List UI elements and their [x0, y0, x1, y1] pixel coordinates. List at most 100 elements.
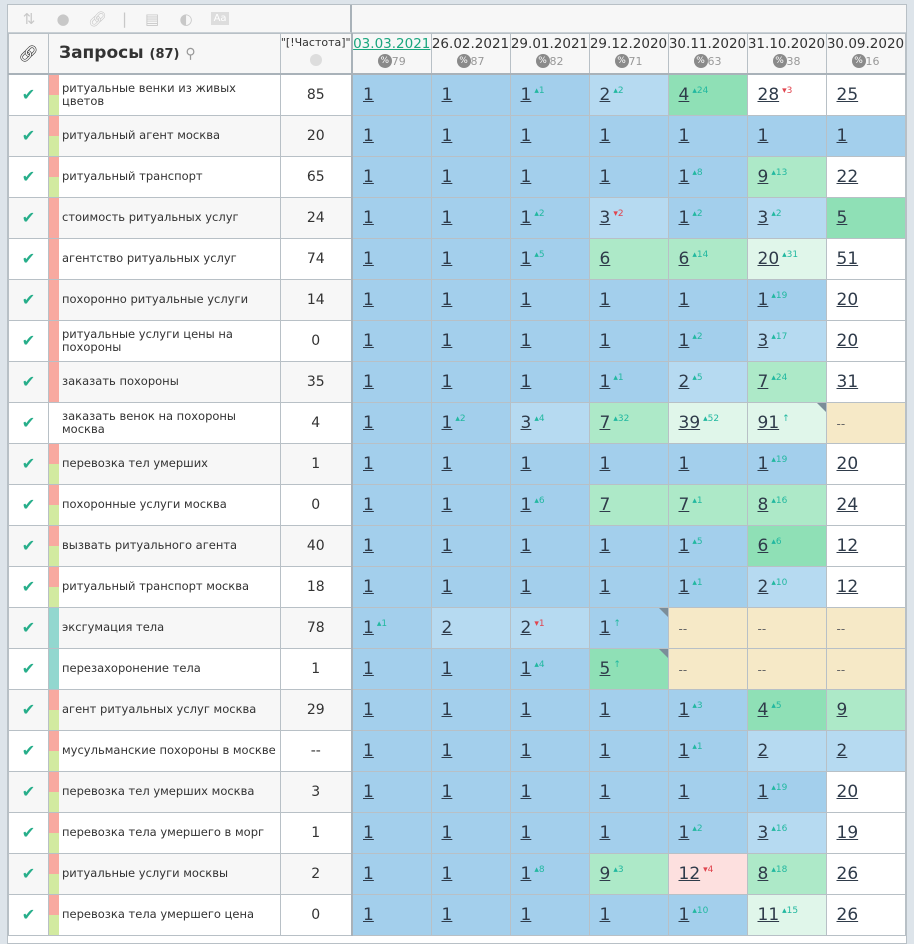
position-cell[interactable]: 1 ▴8 [509, 852, 590, 895]
position-value[interactable]: 1 [599, 781, 611, 802]
position-cell[interactable]: 1 [588, 893, 669, 936]
position-value[interactable]: 20 [836, 781, 859, 802]
position-cell[interactable]: 7 ▴1 [667, 483, 748, 526]
contrast-icon[interactable]: ◐ [179, 9, 193, 28]
position-cell[interactable]: -- [825, 401, 906, 444]
position-cell[interactable]: 1 [351, 688, 432, 731]
position-value[interactable]: 1 [520, 699, 532, 720]
position-value[interactable]: 1 [363, 658, 374, 679]
position-value[interactable]: 1 [363, 207, 374, 228]
position-value[interactable]: 1 [363, 453, 374, 474]
position-value[interactable]: 1 [520, 207, 532, 228]
row-checkbox[interactable]: ✔ [8, 606, 49, 649]
frequency-header[interactable]: "[!Частота]" [279, 33, 353, 75]
position-cell[interactable]: 1 ▴3 [667, 688, 748, 731]
queries-header[interactable]: Запросы (87) ⚲ [48, 33, 281, 75]
position-value[interactable]: 1 [441, 822, 453, 843]
position-value[interactable]: 1 [599, 576, 611, 597]
position-value[interactable]: 2 [836, 740, 848, 761]
position-value[interactable]: 1 [441, 904, 453, 925]
position-cell[interactable]: 1 [509, 114, 590, 157]
position-cell[interactable]: 1 [430, 852, 511, 895]
search-icon[interactable]: ⚲ [185, 46, 196, 63]
position-value[interactable]: 1 [520, 576, 532, 597]
date-column-header[interactable]: 30.09.2020% 16 [825, 33, 906, 75]
position-value[interactable]: 1 [520, 84, 532, 105]
position-value[interactable]: 1 [678, 904, 690, 925]
position-value[interactable]: 1 [599, 371, 611, 392]
position-value[interactable]: 1 [520, 248, 532, 269]
position-value[interactable]: 12 [836, 576, 859, 597]
date-label[interactable]: 29.01.2021 [510, 36, 589, 53]
position-value[interactable]: 1 [599, 535, 611, 556]
row-checkbox[interactable]: ✔ [8, 401, 49, 444]
position-value[interactable]: 1 [599, 699, 611, 720]
position-value[interactable]: 1 [599, 330, 611, 351]
position-cell[interactable]: 1 [509, 442, 590, 485]
position-value[interactable]: 4 [678, 84, 690, 105]
position-cell[interactable]: 1 [430, 237, 511, 280]
query-text[interactable]: перевозка тела умершего цена [59, 893, 281, 936]
position-value[interactable]: 1 [520, 781, 532, 802]
position-value[interactable]: 26 [836, 904, 859, 925]
position-value[interactable]: 1 [441, 658, 453, 679]
row-checkbox[interactable]: ✔ [8, 73, 49, 116]
position-cell[interactable]: 8 ▴18 [746, 852, 827, 895]
position-cell[interactable]: 1 [430, 647, 511, 690]
position-cell[interactable]: 1 [588, 442, 669, 485]
position-value[interactable]: 7 [678, 494, 690, 515]
position-value[interactable]: 1 [678, 740, 690, 761]
position-value[interactable]: 6 [678, 248, 690, 269]
position-cell[interactable]: 1 [351, 729, 432, 772]
position-cell[interactable]: 20 [825, 442, 906, 485]
position-cell[interactable]: 1 [430, 73, 511, 116]
position-value[interactable]: 1 [520, 904, 532, 925]
position-cell[interactable]: 1 [509, 729, 590, 772]
position-cell[interactable]: 4 ▴24 [667, 73, 748, 116]
row-checkbox[interactable]: ✔ [8, 155, 49, 198]
position-cell[interactable]: 8 ▴16 [746, 483, 827, 526]
position-value[interactable]: 1 [520, 453, 532, 474]
position-value[interactable]: 1 [836, 125, 848, 146]
date-column-header[interactable]: 29.01.2021% 82 [509, 33, 590, 75]
position-cell[interactable]: 26 [825, 893, 906, 936]
position-value[interactable]: 1 [363, 699, 374, 720]
position-value[interactable]: 1 [599, 289, 611, 310]
position-cell[interactable]: 1 ▴1 [351, 606, 432, 649]
position-value[interactable]: 1 [441, 699, 453, 720]
row-checkbox[interactable]: ✔ [8, 237, 49, 280]
position-value[interactable]: 91 [757, 412, 780, 433]
position-cell[interactable]: 1 [430, 483, 511, 526]
position-cell[interactable]: 1 [430, 893, 511, 936]
position-value[interactable]: 26 [836, 863, 859, 884]
position-cell[interactable]: 12 [825, 524, 906, 567]
position-cell[interactable]: 9 ▴13 [746, 155, 827, 198]
position-value[interactable]: 1 [678, 535, 690, 556]
position-value[interactable]: 2 [678, 371, 690, 392]
position-value[interactable]: 1 [678, 207, 690, 228]
position-value[interactable]: 4 [757, 699, 769, 720]
position-cell[interactable]: 1 [351, 278, 432, 321]
position-cell[interactable]: 91 ↑ [746, 401, 827, 444]
position-value[interactable]: 1 [441, 371, 453, 392]
position-cell[interactable]: -- [825, 606, 906, 649]
position-value[interactable]: 3 [757, 207, 769, 228]
position-value[interactable]: 5 [599, 658, 611, 679]
position-cell[interactable]: 5 ↑ [588, 647, 669, 690]
query-text[interactable]: ритуальный транспорт [59, 155, 281, 198]
query-text[interactable]: похоронно ритуальные услуги [59, 278, 281, 321]
position-cell[interactable]: 1 [430, 360, 511, 403]
position-cell[interactable]: 1 [351, 155, 432, 198]
position-value[interactable]: 7 [599, 412, 611, 433]
position-value[interactable]: 1 [599, 904, 611, 925]
position-cell[interactable]: 1 ▴19 [746, 442, 827, 485]
position-value[interactable]: 20 [757, 248, 780, 269]
position-value[interactable]: 2 [520, 617, 532, 638]
position-cell[interactable]: 1 ▴2 [430, 401, 511, 444]
position-cell[interactable]: 1 ▴8 [667, 155, 748, 198]
position-cell[interactable]: 1 [430, 155, 511, 198]
position-value[interactable]: 1 [599, 617, 611, 638]
position-cell[interactable]: 1 [588, 565, 669, 608]
position-cell[interactable]: 1 ▴2 [667, 196, 748, 239]
query-text[interactable]: агентство ритуальных услуг [59, 237, 281, 280]
